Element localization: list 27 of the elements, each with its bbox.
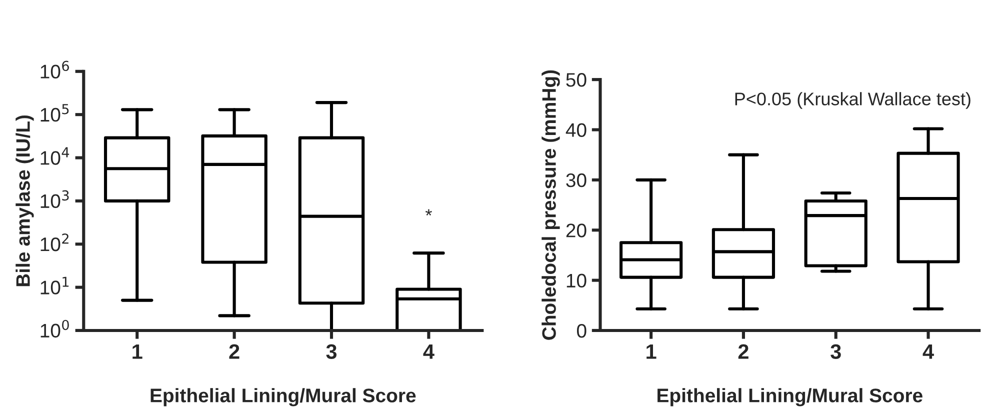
x-tick-label: 2 bbox=[738, 344, 748, 359]
y-tick-label: 10$^{6}$ bbox=[40, 60, 69, 78]
y-tick-label: 40 bbox=[566, 123, 586, 137]
y-axis-title: Choledocal pressure (mmHg) bbox=[542, 70, 560, 340]
x-tick-label: 4 bbox=[423, 344, 434, 359]
x-tick-label: 1 bbox=[132, 344, 142, 359]
y-tick-label: 20 bbox=[566, 224, 586, 238]
x-tick-label: 4 bbox=[922, 344, 934, 359]
annotation: * bbox=[425, 209, 432, 216]
x-axis-title: Epithelial Lining/Mural Score bbox=[658, 388, 922, 406]
y-tick-label: 10$^{0}$ bbox=[40, 320, 69, 338]
y-axis-title: Bile amylase (IU/L) bbox=[16, 115, 34, 286]
y-tick-label: 50 bbox=[566, 73, 586, 87]
x-tick-label: 3 bbox=[830, 344, 841, 360]
annotation: P<0.05 (Kruskal Wallace test) bbox=[735, 92, 970, 109]
y-tick-label: 30 bbox=[566, 173, 586, 188]
y-tick-label: 10$^{3}$ bbox=[40, 190, 69, 208]
x-axis-title: Epithelial Lining/Mural Score bbox=[150, 388, 416, 406]
x-tick-label: 3 bbox=[326, 344, 337, 360]
x-tick-label: 1 bbox=[646, 344, 656, 359]
y-tick-label: 10$^{5}$ bbox=[40, 104, 69, 122]
x-tick-label: 2 bbox=[229, 344, 240, 359]
y-tick-label: 0 bbox=[576, 324, 586, 338]
y-tick-label: 10$^{4}$ bbox=[40, 147, 70, 165]
y-tick-label: 10$^{2}$ bbox=[40, 233, 68, 252]
y-tick-label: 10 bbox=[566, 274, 586, 288]
y-tick-label: 10$^{1}$ bbox=[40, 276, 69, 294]
